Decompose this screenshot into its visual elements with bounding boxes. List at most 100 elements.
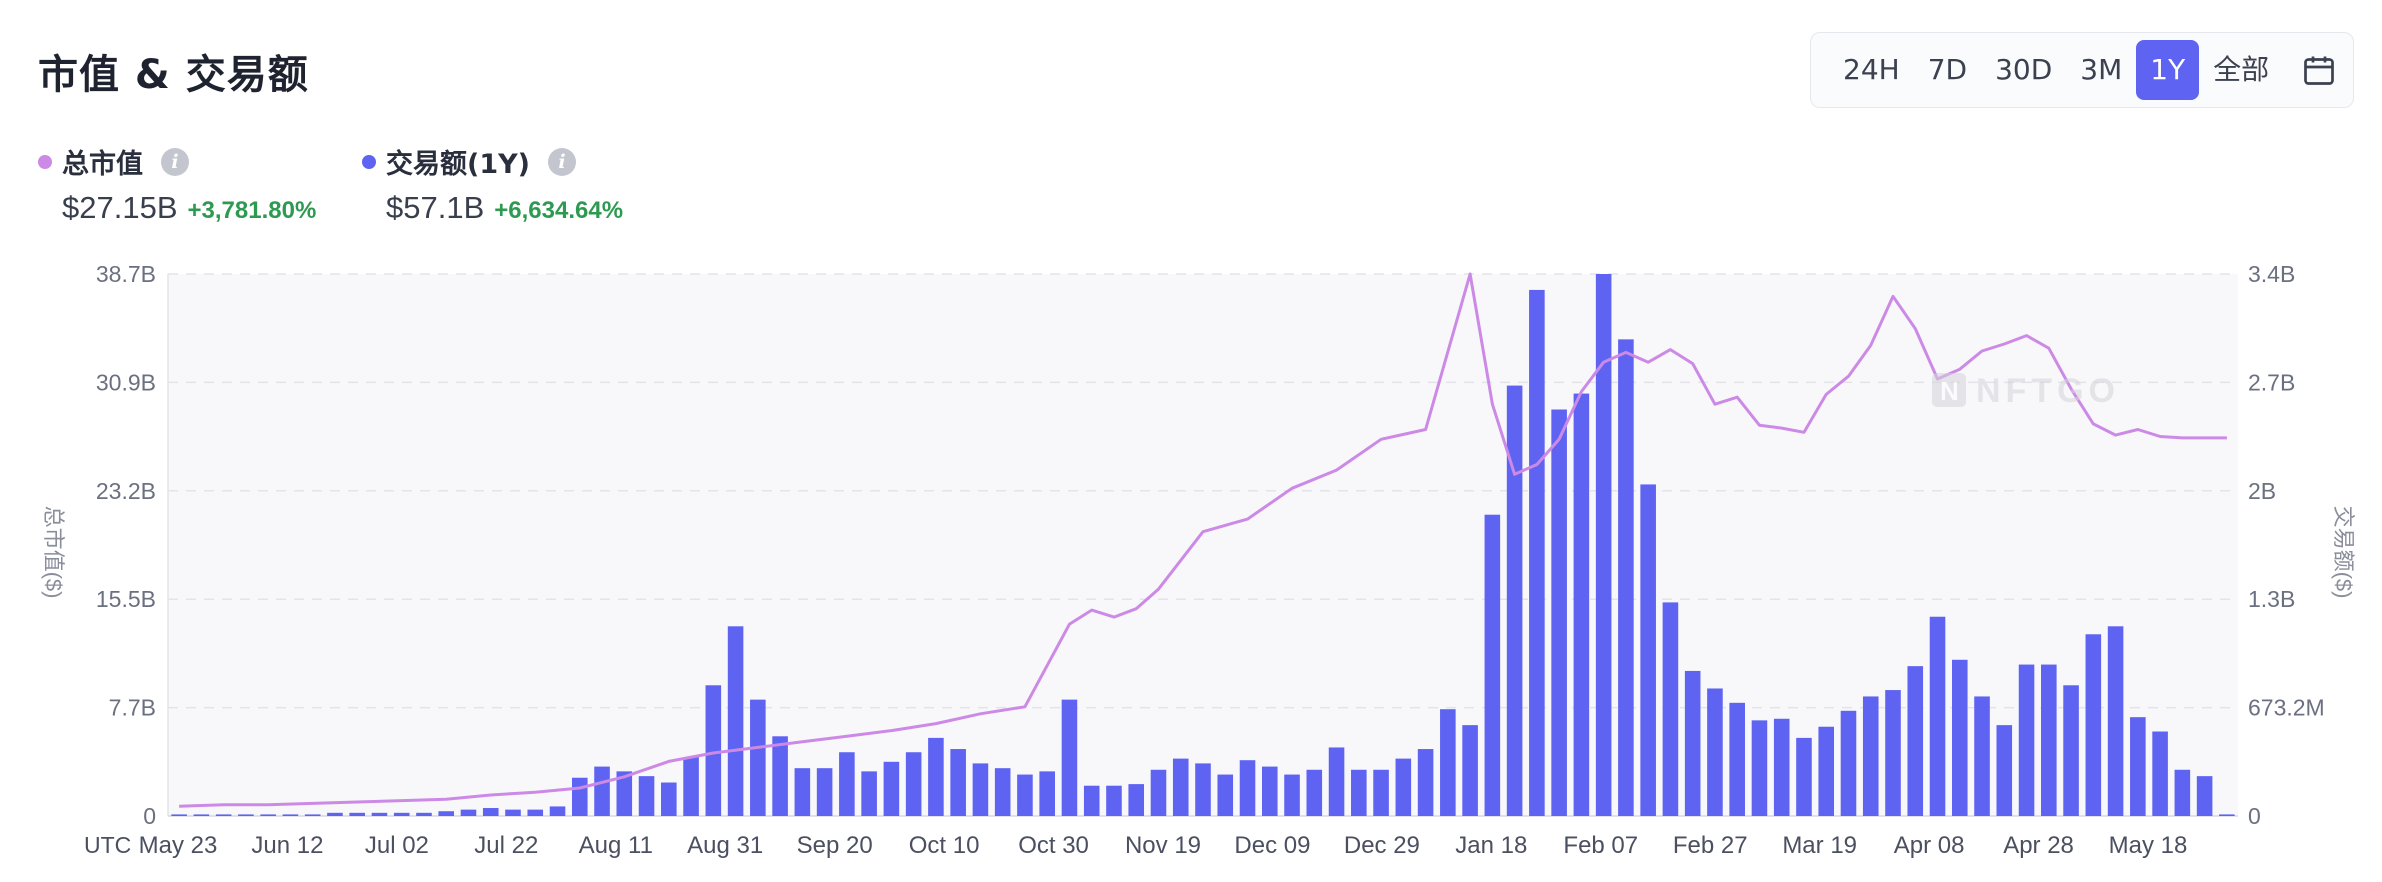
volume-bar [2041,664,2057,816]
right-tick-label: 0 [2248,803,2261,829]
volume-bar [705,685,722,816]
volume-bar [1351,769,1367,816]
volume-bar [238,814,254,816]
volume-bar [616,771,633,816]
volume-bar [794,768,811,816]
volume-bar [1773,718,1790,816]
volume-bar [661,782,677,816]
volume-bar [1707,688,1723,816]
volume-bar [1551,409,1567,816]
volume-bar [1929,616,1946,816]
volume-bar [1573,393,1590,816]
range-24h-button[interactable]: 24H [1843,53,1900,86]
volume-bar [1618,339,1634,816]
volume-bar [371,812,388,816]
right-tick-label: 3.4B [2248,261,2295,287]
volume-bar [327,812,343,816]
volume-bar [527,809,544,816]
legend-volume-label: 交易额(1Y) [386,149,531,180]
time-range-selector: 24H 7D 30D 3M 1Y 全部 [1810,32,2354,108]
volume-bar [1796,737,1812,816]
volume-bar [2130,717,2146,816]
volume-bar [839,752,855,816]
volume-bar [1083,785,1100,816]
volume-bar [928,737,944,816]
volume-bar [972,763,989,816]
volume-bar [2018,664,2035,816]
volume-bar [750,699,766,816]
volume-bar [1395,758,1412,816]
volume-bar [1017,774,1033,816]
x-tick-label: Jun 12 [251,832,323,859]
info-icon[interactable]: i [548,147,577,176]
right-tick-label: 2.7B [2248,369,2295,395]
volume-bar [260,814,276,816]
x-tick-label: Apr 08 [1894,832,1965,859]
market-cap-dot-icon [38,154,52,169]
volume-bar [1885,690,1901,816]
volume-bar [1662,602,1679,816]
x-tick-label: Mar 19 [1782,832,1857,859]
range-7d-button[interactable]: 7D [1927,53,1968,86]
x-axis-prefix: UTC [84,832,131,858]
volume-bar [1595,274,1612,816]
volume-bar [1261,766,1278,816]
x-tick-label: May 18 [2109,832,2188,859]
volume-bar [1996,725,2013,816]
volume-bar [438,811,455,816]
volume-summary: $57.1B +6,634.64% [386,190,623,226]
market-cap-change: +3,781.80% [187,197,317,224]
volume-bar [994,768,1011,816]
chart-title: 市值 & 交易额 [38,52,309,98]
volume-bar [1684,670,1701,816]
volume-bar [2085,634,2102,816]
left-tick-label: 30.9B [96,369,156,395]
right-tick-label: 673.2M [2248,695,2325,721]
volume-bar [215,814,232,816]
calendar-icon[interactable] [2301,52,2337,88]
legend-market-cap[interactable]: 总市值 i [38,142,189,181]
volume-bar [1974,696,1990,816]
volume-bar [349,812,365,816]
x-tick-label: Dec 29 [1344,832,1420,859]
volume-value: $57.1B [386,190,485,225]
volume-bar [282,814,299,816]
legend-volume[interactable]: 交易额(1Y) i [362,142,577,181]
volume-bar [1818,726,1835,816]
volume-bar [2152,731,2168,816]
volume-bar [393,812,410,816]
volume-bar [1150,769,1167,816]
volume-bar [1284,774,1300,816]
volume-bar [638,776,655,816]
volume-bar [1840,710,1857,816]
x-tick-label: Feb 27 [1673,832,1748,859]
left-tick-label: 23.2B [96,478,156,504]
x-tick-label: Sep 20 [797,832,873,859]
volume-bar [1484,514,1501,816]
volume-bar [1128,784,1145,816]
range-3m-button[interactable]: 3M [2080,53,2123,86]
range-1y-button[interactable]: 1Y [2136,40,2200,100]
left-axis-label: 总市值($) [41,506,66,599]
x-tick-label: Oct 30 [1018,832,1089,859]
x-tick-label: Apr 28 [2003,832,2074,859]
volume-bar [1640,484,1656,816]
x-tick-label: May 23 [139,832,218,859]
info-icon[interactable]: i [161,147,189,176]
volume-bar [683,757,699,816]
range-30d-button[interactable]: 30D [1995,53,2053,86]
volume-bar [1195,763,1211,816]
volume-bar [505,809,521,816]
x-tick-label: Aug 11 [579,832,653,859]
market-cap-summary: $27.15B +3,781.80% [62,190,316,226]
x-tick-label: Dec 09 [1234,832,1310,859]
left-tick-label: 38.7B [96,261,156,287]
volume-bar [861,771,877,816]
x-tick-label: Feb 07 [1563,832,1638,859]
volume-bar [171,814,187,816]
range-all-button[interactable]: 全部 [2213,53,2270,86]
volume-change: +6,634.64% [494,197,624,224]
market-cap-value: $27.15B [62,190,178,225]
left-tick-label: 0 [143,803,156,829]
volume-bar [1529,289,1545,816]
